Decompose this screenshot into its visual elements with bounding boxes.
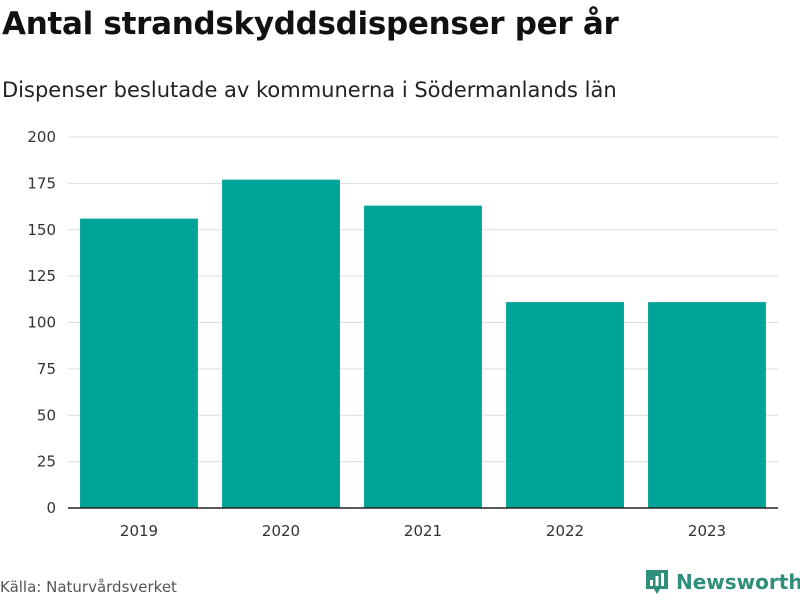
y-tick-label: 0 <box>46 499 56 517</box>
source-note: Källa: Naturvårdsverket <box>0 578 177 596</box>
bar-2021 <box>364 205 482 508</box>
y-tick-label: 100 <box>27 314 56 332</box>
x-tick-label: 2022 <box>546 522 584 540</box>
y-tick-label: 75 <box>37 360 56 378</box>
x-tick-label: 2020 <box>262 522 300 540</box>
x-axis-ticks: 2019 2020 2021 2022 2023 <box>120 522 726 540</box>
bars <box>80 179 766 509</box>
y-tick-label: 200 <box>27 128 56 146</box>
y-tick-label: 175 <box>27 174 56 192</box>
chart-title: Antal strandskyddsdispenser per år <box>2 6 619 42</box>
y-tick-label: 25 <box>37 453 56 471</box>
bar-2020 <box>222 179 340 509</box>
bar-chart-pin-icon <box>646 570 668 594</box>
brand-logo[interactable]: Newsworthy <box>644 568 800 596</box>
bar-2019 <box>80 218 198 508</box>
x-tick-label: 2019 <box>120 522 158 540</box>
x-tick-label: 2021 <box>404 522 442 540</box>
bar-2022 <box>506 302 624 508</box>
y-tick-label: 125 <box>27 267 56 285</box>
bar-2023 <box>648 302 766 508</box>
x-tick-label: 2023 <box>688 522 726 540</box>
y-tick-label: 150 <box>27 221 56 239</box>
chart-subtitle: Dispenser beslutade av kommunerna i Söde… <box>2 78 617 102</box>
brand-name: Newsworthy <box>676 570 800 594</box>
y-axis-ticks: 0 25 50 75 100 125 150 175 200 <box>27 128 56 517</box>
y-tick-label: 50 <box>37 406 56 424</box>
